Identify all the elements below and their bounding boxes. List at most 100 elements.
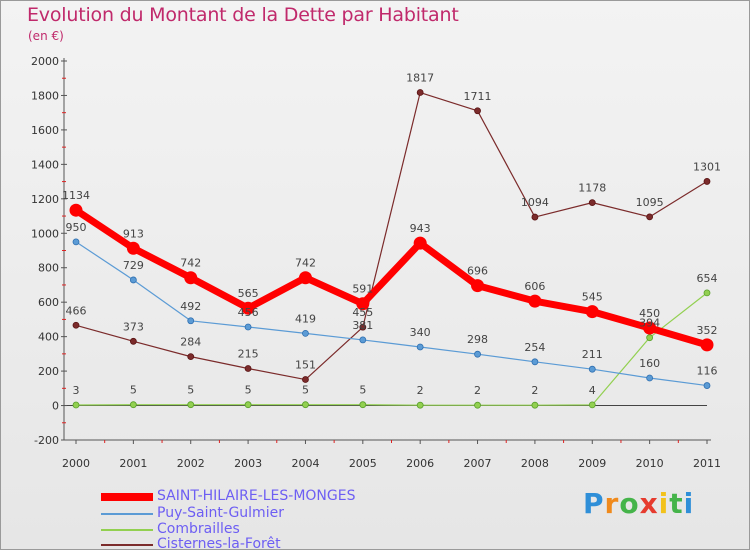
y-tick-label: -200 <box>34 434 59 447</box>
logo-letter: t <box>669 487 684 520</box>
data-label: 394 <box>639 317 660 330</box>
data-point <box>69 203 83 217</box>
data-label: 742 <box>295 257 316 270</box>
data-point <box>531 401 539 409</box>
data-label: 450 <box>639 307 660 320</box>
x-tick-label: 2011 <box>693 457 721 470</box>
proxiti-logo: Proxiti <box>583 487 694 520</box>
x-tick-label: 2010 <box>636 457 664 470</box>
y-tick-label: 2000 <box>31 55 59 68</box>
logo-letter: r <box>604 487 620 520</box>
data-label: 373 <box>123 320 144 333</box>
series-line <box>72 206 711 349</box>
data-label: 381 <box>352 319 373 332</box>
data-label: 5 <box>130 384 137 397</box>
data-point <box>703 382 711 389</box>
data-point <box>129 337 137 345</box>
data-point <box>416 343 424 351</box>
data-label: 3 <box>73 384 80 397</box>
series-0 <box>69 203 714 352</box>
data-label: 5 <box>245 384 252 397</box>
data-label: 1095 <box>636 196 664 209</box>
data-point <box>528 294 542 308</box>
data-point <box>416 89 424 96</box>
data-point <box>474 401 481 409</box>
chart-unit: (en €) <box>28 29 64 43</box>
series-line <box>75 91 708 381</box>
legend-swatch <box>101 493 153 501</box>
series-line <box>75 292 708 406</box>
data-point <box>244 323 252 331</box>
y-tick-label: 1400 <box>31 158 59 171</box>
data-label: 5 <box>187 384 194 397</box>
legend-label: SAINT-HILAIRE-LES-MONGES <box>157 488 356 504</box>
data-point <box>359 336 367 344</box>
data-label: 696 <box>467 265 488 278</box>
data-point <box>588 365 596 373</box>
data-label: 2 <box>417 384 424 397</box>
data-label: 116 <box>697 365 718 378</box>
data-label: 160 <box>639 357 660 370</box>
data-label: 340 <box>410 326 431 339</box>
data-label: 729 <box>123 259 144 272</box>
data-point <box>643 321 657 335</box>
data-point <box>359 401 367 409</box>
logo-letter: x <box>639 487 659 520</box>
y-tick-label: 400 <box>38 331 59 344</box>
data-label: 4 <box>589 384 596 397</box>
x-tick-label: 2000 <box>62 457 90 470</box>
x-tick-label: 2008 <box>521 457 549 470</box>
data-point <box>703 178 711 185</box>
data-label: 5 <box>359 384 366 397</box>
data-label: 254 <box>524 341 545 354</box>
data-label: 2 <box>474 384 481 397</box>
data-point <box>646 374 654 382</box>
data-point <box>241 301 255 315</box>
data-point <box>588 401 596 409</box>
data-labels: 4663732842151514551817171110941178109513… <box>62 72 721 398</box>
y-tick-label: 1800 <box>31 89 59 102</box>
data-point <box>244 401 252 409</box>
data-label: 352 <box>697 324 718 337</box>
data-label: 211 <box>582 348 603 361</box>
data-label: 466 <box>66 304 87 317</box>
data-point <box>703 289 711 297</box>
data-point <box>359 323 367 331</box>
data-label: 492 <box>180 300 201 313</box>
data-point <box>72 401 80 409</box>
y-tick-label: 0 <box>52 400 59 413</box>
data-point <box>244 365 252 372</box>
data-point <box>302 329 309 337</box>
legend-swatch <box>101 529 153 531</box>
data-point <box>187 317 195 325</box>
logo-letter: i <box>658 487 670 520</box>
data-point <box>413 236 427 250</box>
data-label: 456 <box>238 306 259 319</box>
x-tick-label: 2007 <box>464 457 492 470</box>
y-tick-label: 1600 <box>31 124 59 137</box>
data-label: 1301 <box>693 160 721 173</box>
x-tick-label: 2004 <box>291 457 319 470</box>
data-label: 654 <box>697 272 718 285</box>
series-line <box>75 241 708 387</box>
data-point <box>646 334 654 342</box>
data-point <box>356 297 370 311</box>
data-label: 545 <box>582 291 603 304</box>
x-tick-label: 2003 <box>234 457 262 470</box>
legend-label: Cisternes-la-Forêt <box>157 536 281 550</box>
data-point <box>646 213 654 221</box>
data-point <box>187 401 195 409</box>
series-1 <box>72 238 711 389</box>
legend-label: Puy-Saint-Gulmier <box>157 505 284 521</box>
data-point <box>474 350 481 358</box>
data-point <box>184 271 198 285</box>
logo-letter: P <box>583 487 605 520</box>
y-tick-label: 600 <box>38 296 59 309</box>
data-label: 1178 <box>578 182 606 195</box>
data-label: 455 <box>352 306 373 319</box>
data-label: 742 <box>180 257 201 270</box>
data-point <box>302 376 309 383</box>
legend-label: Combrailles <box>157 521 240 537</box>
